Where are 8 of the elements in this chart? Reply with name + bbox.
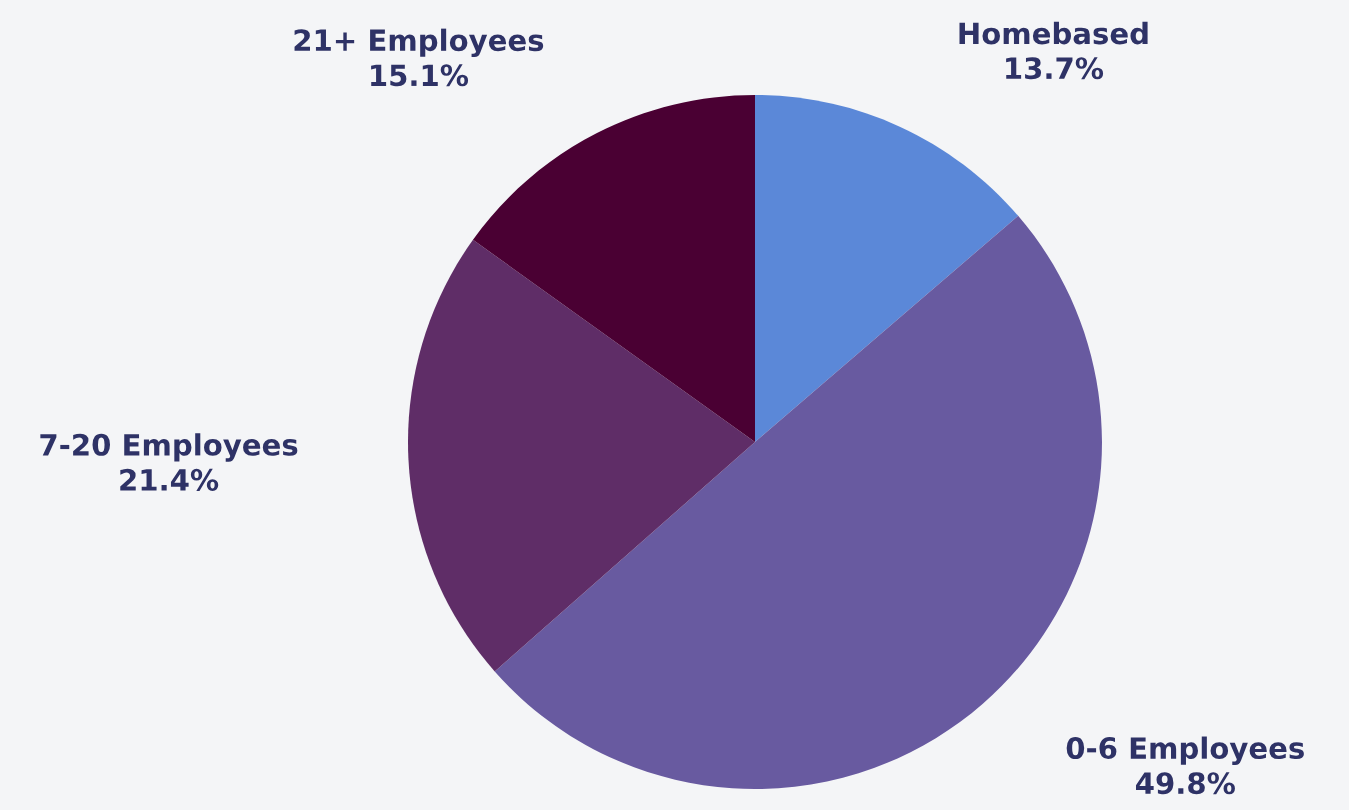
- data-label: 49.8%: [1136, 772, 1235, 795]
- data-label: 15.1%: [371, 64, 469, 87]
- data-label: 13.7%: [1006, 57, 1104, 80]
- slice-label: 21+ Employees: [294, 28, 544, 58]
- data-label: 21.4%: [120, 468, 219, 491]
- slice-label: 7-20 Employees: [40, 433, 298, 462]
- slice-label: Homebased: [959, 21, 1148, 45]
- slice-label: 0-6 Employees: [1066, 736, 1304, 765]
